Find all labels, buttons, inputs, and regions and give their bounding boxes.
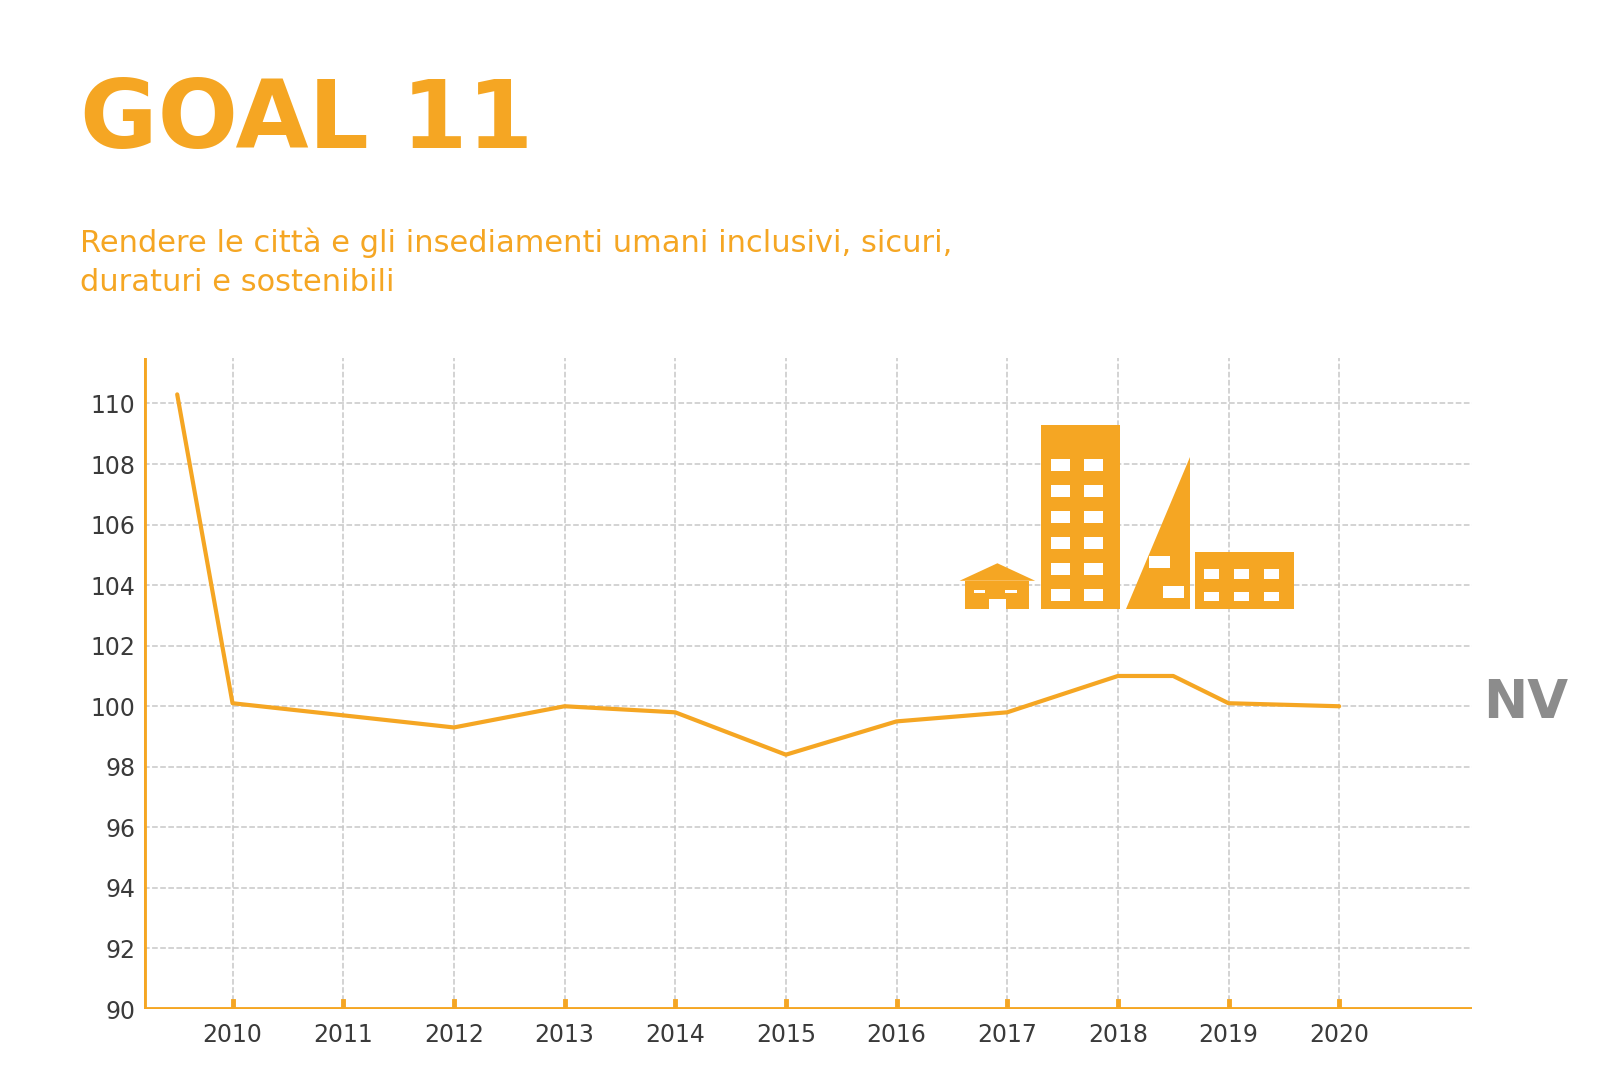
Bar — [1234, 592, 1250, 601]
Bar — [1083, 537, 1102, 549]
Bar — [1083, 589, 1102, 601]
Bar — [1083, 485, 1102, 497]
Bar — [1051, 563, 1070, 575]
Bar — [1264, 569, 1278, 578]
Bar — [1134, 526, 1155, 538]
Bar — [1203, 592, 1219, 601]
Text: NV: NV — [1483, 677, 1568, 729]
Bar — [989, 599, 1005, 610]
Bar — [1051, 589, 1070, 601]
Bar — [1163, 586, 1184, 598]
Bar — [973, 589, 986, 592]
Bar — [1051, 485, 1070, 497]
Bar — [1083, 563, 1102, 575]
Bar — [965, 580, 1029, 610]
Text: Rendere le città e gli insediamenti umani inclusivi, sicuri,
duraturi e sostenib: Rendere le città e gli insediamenti uman… — [80, 228, 952, 296]
Bar — [1051, 511, 1070, 523]
Bar — [1005, 589, 1016, 592]
Bar — [1042, 425, 1120, 610]
Bar — [1051, 537, 1070, 549]
Bar — [1083, 459, 1102, 471]
Bar — [1195, 552, 1294, 610]
Bar — [1083, 511, 1102, 523]
Bar — [1264, 592, 1278, 601]
Bar — [1149, 556, 1170, 569]
Polygon shape — [960, 563, 1035, 580]
Bar — [1234, 569, 1250, 578]
Bar — [1203, 569, 1219, 578]
Polygon shape — [1126, 457, 1190, 610]
Text: GOAL 11: GOAL 11 — [80, 76, 533, 168]
Bar — [1051, 459, 1070, 471]
